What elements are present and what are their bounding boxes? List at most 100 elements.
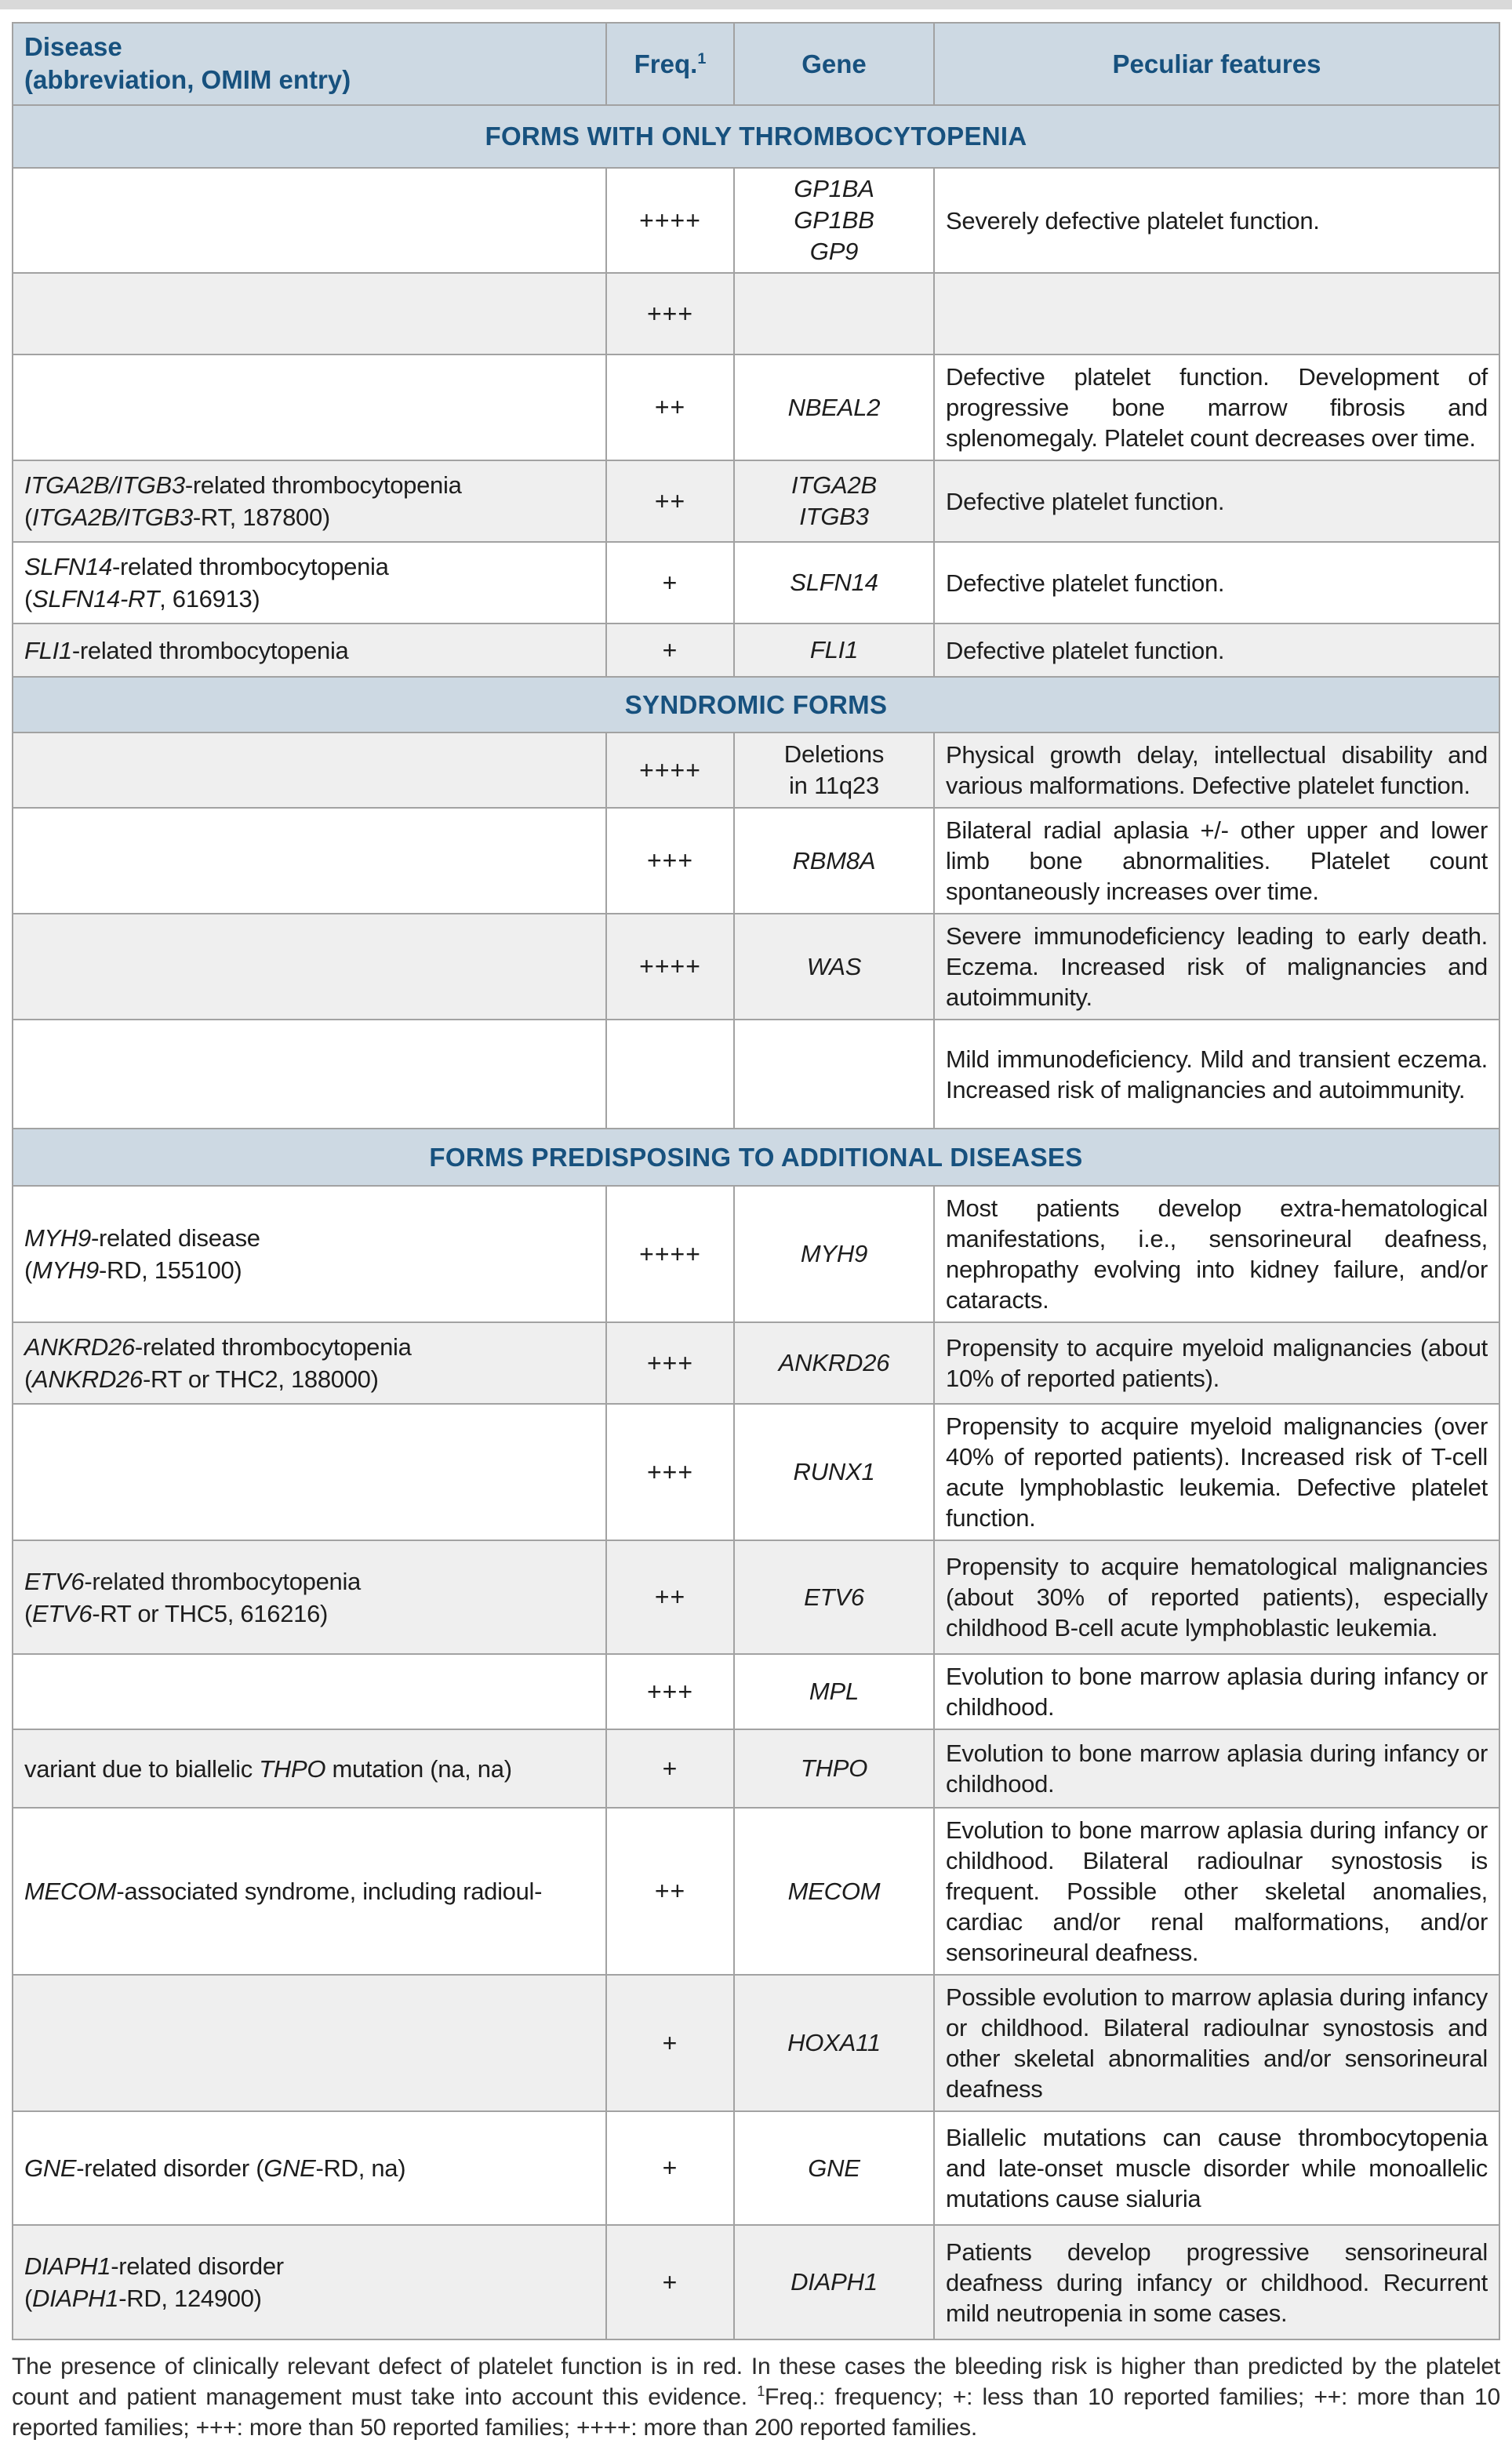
gene-name: NBEAL2 bbox=[787, 393, 881, 421]
disease-cell bbox=[13, 733, 605, 807]
freq-cell: ++ bbox=[605, 355, 733, 460]
disease-text: -RT or THC2, 188000) bbox=[142, 1365, 379, 1393]
disease-line: DIAPH1-related disorder bbox=[24, 2250, 598, 2282]
disease-text: -RT, 187800) bbox=[192, 504, 330, 531]
gene-name: ETV6 bbox=[804, 1583, 864, 1611]
freq-value: + bbox=[662, 2154, 678, 2182]
features-cell bbox=[933, 274, 1499, 354]
gene-name: GP1BB bbox=[794, 206, 874, 234]
features-text: Severe immunodeficiency leading to early… bbox=[946, 922, 1488, 1011]
features-text: Bilateral radial aplasia +/- other upper… bbox=[946, 816, 1488, 905]
features-text: Mild immunodeficiency. Mild and transien… bbox=[946, 1045, 1488, 1103]
gene-name: ANKRD26 bbox=[778, 1349, 890, 1376]
gene-cell: DIAPH1 bbox=[733, 2226, 933, 2339]
features-text: Physical growth delay, intellectual disa… bbox=[946, 741, 1488, 799]
freq-header-text: Freq. bbox=[634, 49, 698, 78]
disease-text: ANKRD26 bbox=[32, 1365, 143, 1393]
disease-text: -related thrombocytopenia bbox=[71, 636, 349, 664]
gene-cell: GP1BA GP1BB GP9 bbox=[733, 169, 933, 272]
freq-cell: ++++ bbox=[605, 169, 733, 272]
section-header: SYNDROMIC FORMS bbox=[13, 678, 1499, 733]
freq-cell: ++ bbox=[605, 1541, 733, 1653]
disease-line: MECOM-associated syndrome, including rad… bbox=[24, 1875, 598, 1907]
disease-line: FLI1-related thrombocytopenia bbox=[24, 634, 598, 667]
freq-cell: + bbox=[605, 1730, 733, 1807]
freq-value: +++ bbox=[646, 846, 694, 874]
features-cell: Propensity to acquire myeloid malignanci… bbox=[933, 1405, 1499, 1540]
freq-cell: + bbox=[605, 624, 733, 676]
freq-cell: ++++ bbox=[605, 914, 733, 1019]
column-header-freq: Freq.1 bbox=[605, 24, 733, 104]
freq-value: ++ bbox=[654, 486, 686, 515]
freq-cell: + bbox=[605, 543, 733, 623]
table-row: SLFN14-related thrombocytopenia (SLFN14-R… bbox=[13, 543, 1499, 624]
freq-value: ++ bbox=[654, 1583, 686, 1611]
section-title: FORMS WITH ONLY THROMBOCYTOPENIA bbox=[485, 122, 1027, 151]
disease-text: MYH9 bbox=[32, 1256, 99, 1284]
gene-cell: FLI1 bbox=[733, 624, 933, 676]
disease-text: variant due to biallelic bbox=[24, 1754, 260, 1783]
disease-text: -related disorder bbox=[111, 2252, 284, 2280]
freq-cell: +++ bbox=[605, 1323, 733, 1403]
freq-value: ++++ bbox=[639, 755, 701, 784]
freq-cell: + bbox=[605, 2226, 733, 2339]
disease-text: -RD, 155100) bbox=[98, 1256, 242, 1284]
disease-cell bbox=[13, 355, 605, 460]
disease-text: GNE bbox=[24, 2154, 77, 2182]
gene-cell: GNE bbox=[733, 2112, 933, 2224]
gene-name: RUNX1 bbox=[793, 1458, 875, 1485]
features-cell: Severe immunodeficiency leading to early… bbox=[933, 914, 1499, 1019]
freq-cell: ++ bbox=[605, 1809, 733, 1974]
features-cell: Bilateral radial aplasia +/- other upper… bbox=[933, 809, 1499, 913]
gene-name: DIAPH1 bbox=[791, 2268, 878, 2296]
header-row: Disease (abbreviation, OMIM entry) Freq.… bbox=[13, 24, 1499, 106]
freq-value: ++++ bbox=[639, 1239, 701, 1268]
disease-text: -related thrombocytopenia bbox=[111, 553, 389, 580]
features-cell: Mild immunodeficiency. Mild and transien… bbox=[933, 1020, 1499, 1128]
column-header-gene: Gene bbox=[733, 24, 933, 104]
freq-cell: +++ bbox=[605, 1405, 733, 1540]
table-row: ETV6-related thrombocytopenia (ETV6-RT or… bbox=[13, 1541, 1499, 1655]
freq-value: ++ bbox=[654, 1877, 686, 1905]
disease-text: GNE bbox=[264, 2154, 316, 2182]
disease-text: -RD, 124900) bbox=[118, 2285, 262, 2312]
gene-cell: MPL bbox=[733, 1655, 933, 1729]
table-row: ++++ GP1BA GP1BB GP9 Severely defective plat… bbox=[13, 169, 1499, 274]
disease-cell bbox=[13, 1405, 605, 1540]
disease-text: , 616913) bbox=[159, 585, 260, 613]
page-top-edge bbox=[0, 0, 1512, 9]
disease-text: -associated syndrome, including radioul- bbox=[116, 1878, 543, 1905]
freq-footnote-marker: 1 bbox=[697, 49, 707, 67]
table-row: +++ bbox=[13, 274, 1499, 355]
table-row: +++ RBM8A Bilateral radial aplasia +/- oth… bbox=[13, 809, 1499, 914]
freq-cell: ++ bbox=[605, 461, 733, 541]
disease-cell: MECOM-associated syndrome, including rad… bbox=[13, 1809, 605, 1974]
freq-cell: ++++ bbox=[605, 1187, 733, 1321]
disease-cell bbox=[13, 914, 605, 1019]
freq-value: +++ bbox=[646, 1677, 694, 1706]
table-row: GNE-related disorder (GNE-RD, na) + GNE Bia… bbox=[13, 2112, 1499, 2226]
disease-text: mutation (na, na) bbox=[325, 1754, 512, 1783]
gene-name: Deletions bbox=[783, 740, 885, 768]
gene-cell: ITGA2B ITGB3 bbox=[733, 461, 933, 541]
features-cell: Biallelic mutations can cause thrombocyt… bbox=[933, 2112, 1499, 2224]
disease-text: DIAPH1 bbox=[32, 2285, 119, 2312]
disease-line: SLFN14-related thrombocytopenia bbox=[24, 551, 598, 583]
column-header-disease: Disease (abbreviation, OMIM entry) bbox=[24, 32, 351, 94]
features-text: Propensity to acquire myeloid malignanci… bbox=[946, 1334, 1488, 1392]
disease-line: (ITGA2B/ITGB3-RT, 187800) bbox=[24, 501, 598, 533]
table-row: variant due to biallelic THPO mutation (… bbox=[13, 1730, 1499, 1809]
disease-cell bbox=[13, 1655, 605, 1729]
disease-line: GNE-related disorder (GNE-RD, na) bbox=[24, 2152, 598, 2184]
gene-cell: RUNX1 bbox=[733, 1405, 933, 1540]
features-cell: Severely defective platelet function. bbox=[933, 169, 1499, 272]
table-row: ++++ WAS Severe immunodeficiency leading t… bbox=[13, 914, 1499, 1020]
gene-cell bbox=[733, 274, 933, 354]
freq-value: + bbox=[662, 2028, 678, 2057]
freq-cell: + bbox=[605, 1976, 733, 2110]
gene-cell: MECOM bbox=[733, 1809, 933, 1974]
features-cell: Propensity to acquire hematological mali… bbox=[933, 1541, 1499, 1653]
features-cell: Evolution to bone marrow aplasia during … bbox=[933, 1730, 1499, 1807]
disease-text: SLFN14 bbox=[24, 553, 112, 580]
features-cell: Most patients develop extra-hematologica… bbox=[933, 1187, 1499, 1321]
